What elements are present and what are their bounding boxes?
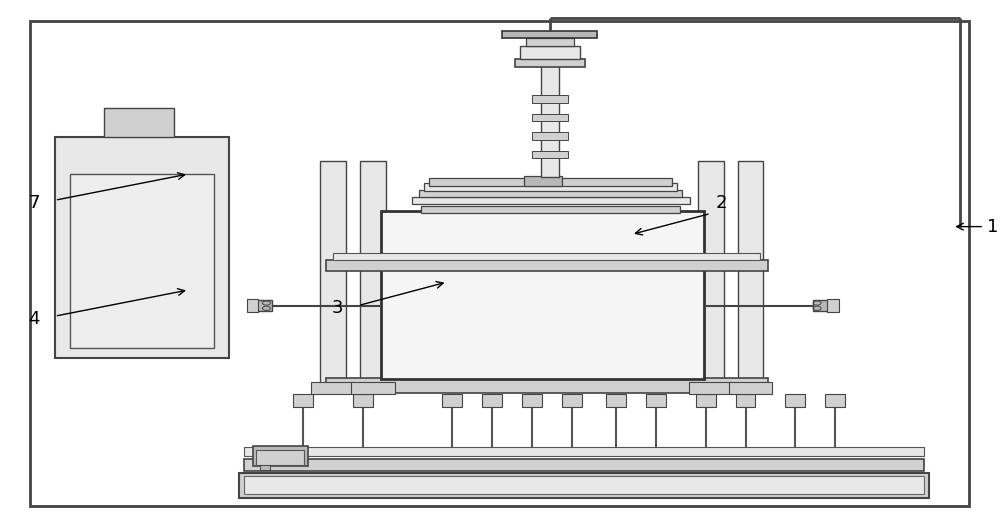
Bar bbox=[785, 394, 805, 407]
Text: 3: 3 bbox=[331, 299, 343, 317]
Bar bbox=[827, 299, 839, 312]
Bar bbox=[526, 38, 574, 46]
Bar bbox=[256, 450, 304, 465]
Bar bbox=[253, 446, 308, 466]
Bar bbox=[419, 190, 682, 197]
Bar bbox=[429, 178, 672, 186]
Bar bbox=[825, 394, 845, 407]
Bar bbox=[326, 378, 768, 393]
Bar bbox=[729, 382, 772, 394]
Text: 7: 7 bbox=[28, 194, 40, 212]
Bar bbox=[424, 183, 677, 191]
Bar bbox=[247, 299, 258, 312]
Bar bbox=[482, 394, 502, 407]
Bar bbox=[524, 176, 562, 186]
Bar bbox=[244, 476, 924, 494]
Bar bbox=[351, 382, 395, 394]
Bar bbox=[104, 108, 174, 137]
Bar bbox=[502, 31, 597, 38]
Bar bbox=[333, 253, 760, 260]
Bar bbox=[520, 46, 580, 59]
Bar bbox=[532, 132, 568, 140]
Bar bbox=[696, 394, 716, 407]
Bar bbox=[421, 206, 680, 213]
Bar bbox=[239, 473, 929, 498]
Text: 1: 1 bbox=[987, 218, 998, 236]
Bar bbox=[698, 161, 724, 393]
Bar bbox=[646, 394, 666, 407]
Bar bbox=[381, 211, 704, 379]
Bar bbox=[244, 459, 924, 471]
Bar bbox=[244, 447, 924, 456]
Bar bbox=[412, 197, 690, 204]
Bar bbox=[360, 161, 386, 393]
Bar bbox=[532, 95, 568, 103]
Text: 4: 4 bbox=[28, 310, 40, 328]
Bar bbox=[311, 382, 355, 394]
Bar bbox=[353, 394, 373, 407]
Bar bbox=[813, 300, 829, 311]
Bar bbox=[326, 260, 768, 271]
Bar bbox=[689, 382, 733, 394]
Bar bbox=[541, 32, 559, 177]
Bar bbox=[260, 465, 270, 470]
Bar bbox=[70, 174, 214, 348]
Bar bbox=[736, 394, 755, 407]
Bar bbox=[738, 161, 763, 393]
Bar bbox=[562, 394, 582, 407]
Text: 2: 2 bbox=[716, 194, 727, 212]
Bar bbox=[532, 114, 568, 121]
Bar bbox=[320, 161, 346, 393]
Bar bbox=[606, 394, 626, 407]
Bar bbox=[256, 300, 272, 311]
Bar bbox=[55, 137, 229, 358]
Bar bbox=[522, 394, 542, 407]
Bar bbox=[532, 151, 568, 158]
Bar bbox=[515, 59, 585, 67]
Bar bbox=[442, 394, 462, 407]
Bar bbox=[293, 394, 313, 407]
